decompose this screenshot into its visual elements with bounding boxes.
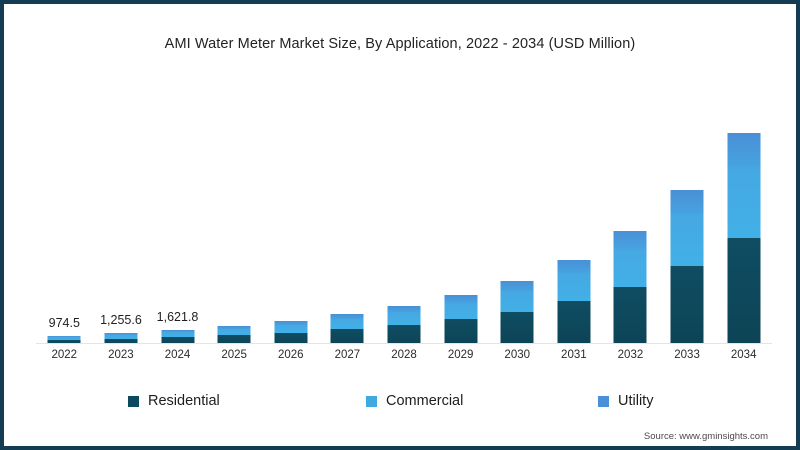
bar-segment-residential[interactable] bbox=[274, 333, 308, 344]
bar-group[interactable]: 1,621.8 bbox=[150, 78, 206, 344]
legend-swatch-icon bbox=[366, 395, 377, 407]
stacked-bar[interactable] bbox=[727, 133, 761, 344]
bar-segment-utility[interactable] bbox=[274, 321, 308, 325]
bar-segment-utility[interactable] bbox=[500, 281, 534, 291]
bar-segment-utility[interactable] bbox=[217, 326, 251, 329]
stacked-bar[interactable] bbox=[613, 231, 647, 344]
x-axis-tick-2026: 2026 bbox=[277, 349, 304, 361]
source-attribution: Source: www.gminsights.com bbox=[643, 431, 768, 442]
chart-title: AMI Water Meter Market Size, By Applicat… bbox=[164, 36, 636, 52]
legend-label: Residential bbox=[148, 393, 220, 409]
bar-segment-residential[interactable] bbox=[330, 329, 364, 344]
x-axis-tick-2033: 2033 bbox=[674, 349, 700, 361]
bar-segment-commercial[interactable] bbox=[444, 303, 478, 319]
stacked-bar[interactable] bbox=[47, 336, 81, 344]
bar-segment-utility[interactable] bbox=[557, 260, 591, 273]
bar-segment-commercial[interactable] bbox=[161, 332, 195, 337]
bar-segment-residential[interactable] bbox=[387, 325, 421, 344]
bar-segment-utility[interactable] bbox=[161, 330, 195, 332]
bar-segment-commercial[interactable] bbox=[330, 319, 364, 329]
x-axis-tick-2032: 2032 bbox=[617, 349, 644, 361]
bar-segment-commercial[interactable] bbox=[557, 273, 591, 301]
bar-segment-residential[interactable] bbox=[161, 337, 195, 344]
bar-group[interactable]: 974.5 bbox=[36, 78, 92, 344]
bar-group[interactable] bbox=[376, 78, 432, 344]
bar-segment-residential[interactable] bbox=[444, 319, 478, 344]
bar-segment-residential[interactable] bbox=[670, 266, 704, 344]
legend-swatch-icon bbox=[598, 395, 609, 407]
bar-group[interactable] bbox=[263, 78, 319, 344]
stacked-bar[interactable] bbox=[330, 314, 364, 344]
bar-value-label: 1,255.6 bbox=[100, 313, 142, 327]
bar-segment-residential[interactable] bbox=[727, 238, 761, 344]
bar-segment-commercial[interactable] bbox=[387, 312, 421, 325]
stacked-bar[interactable] bbox=[217, 326, 251, 344]
legend-swatch-icon bbox=[128, 395, 139, 407]
bar-segment-residential[interactable] bbox=[613, 287, 647, 344]
bar-group[interactable] bbox=[433, 78, 489, 344]
legend-item-residential[interactable]: Residential bbox=[128, 393, 220, 409]
bar-segment-residential[interactable] bbox=[557, 301, 591, 344]
x-axis-tick-2022: 2022 bbox=[51, 349, 78, 361]
plot-area: 974.5 1,255.6 1,621.8 bbox=[36, 78, 772, 344]
legend-label: Utility bbox=[618, 393, 654, 409]
bar-segment-commercial[interactable] bbox=[613, 249, 647, 287]
bar-segment-utility[interactable] bbox=[387, 306, 421, 312]
bar-group[interactable] bbox=[546, 78, 602, 344]
bar-segment-residential[interactable] bbox=[104, 339, 138, 344]
bar-segment-commercial[interactable] bbox=[274, 325, 308, 333]
bar-segment-commercial[interactable] bbox=[670, 214, 704, 266]
x-axis-tick-labels: 2022 2023 2024 2025 2026 2027 2028 2029 2030 2031… bbox=[36, 349, 772, 369]
legend-item-utility[interactable]: Utility bbox=[598, 393, 653, 409]
bar-group[interactable]: 1,255.6 bbox=[93, 78, 149, 344]
bar-segment-commercial[interactable] bbox=[104, 335, 138, 339]
bar-segment-utility[interactable] bbox=[613, 231, 647, 249]
bar-segment-commercial[interactable] bbox=[500, 291, 534, 312]
stacked-bar[interactable] bbox=[500, 281, 534, 344]
stacked-bar[interactable] bbox=[557, 260, 591, 344]
bar-segment-commercial[interactable] bbox=[47, 337, 81, 340]
stacked-bar[interactable] bbox=[670, 190, 704, 344]
bar-segment-utility[interactable] bbox=[330, 314, 364, 319]
bar-segment-residential[interactable] bbox=[217, 335, 251, 344]
x-axis-tick-2034: 2034 bbox=[730, 349, 757, 361]
bar-group[interactable] bbox=[319, 78, 375, 344]
bar-segment-commercial[interactable] bbox=[217, 329, 251, 335]
bar-segment-commercial[interactable] bbox=[727, 167, 761, 238]
bar-group[interactable] bbox=[659, 78, 715, 344]
bar-value-label: 974.5 bbox=[48, 316, 80, 330]
bar-group[interactable] bbox=[716, 78, 772, 344]
bar-segment-residential[interactable] bbox=[47, 340, 81, 344]
chart-legend: Residential Commercial Utility bbox=[128, 393, 688, 419]
bar-segment-residential[interactable] bbox=[500, 312, 534, 344]
x-axis-tick-2031: 2031 bbox=[561, 349, 587, 361]
x-axis-tick-2023: 2023 bbox=[108, 349, 134, 361]
stacked-bar[interactable] bbox=[274, 321, 308, 344]
stacked-bar[interactable] bbox=[161, 330, 195, 344]
bar-group[interactable] bbox=[489, 78, 545, 344]
x-axis-tick-2027: 2027 bbox=[334, 349, 361, 361]
bar-segment-utility[interactable] bbox=[444, 295, 478, 303]
bar-group[interactable] bbox=[602, 78, 658, 344]
stacked-bar[interactable] bbox=[444, 295, 478, 344]
bar-segment-utility[interactable] bbox=[727, 133, 761, 167]
stacked-bar[interactable] bbox=[387, 306, 421, 344]
legend-label: Commercial bbox=[386, 393, 464, 409]
chart-canvas: AMI Water Meter Market Size, By Applicat… bbox=[8, 8, 792, 442]
x-axis-tick-2024: 2024 bbox=[164, 349, 191, 361]
x-axis-tick-2028: 2028 bbox=[391, 349, 417, 361]
bar-segment-utility[interactable] bbox=[670, 190, 704, 214]
bar-segment-utility[interactable] bbox=[104, 333, 138, 335]
bar-segment-utility[interactable] bbox=[47, 336, 81, 337]
stacked-bar[interactable] bbox=[104, 333, 138, 344]
x-axis-baseline bbox=[36, 343, 772, 344]
x-axis-tick-2025: 2025 bbox=[221, 349, 247, 361]
bar-value-label: 1,621.8 bbox=[156, 310, 199, 324]
bar-group[interactable] bbox=[206, 78, 262, 344]
legend-item-commercial[interactable]: Commercial bbox=[366, 393, 463, 409]
x-axis-tick-2030: 2030 bbox=[504, 349, 531, 361]
x-axis-tick-2029: 2029 bbox=[447, 349, 474, 361]
